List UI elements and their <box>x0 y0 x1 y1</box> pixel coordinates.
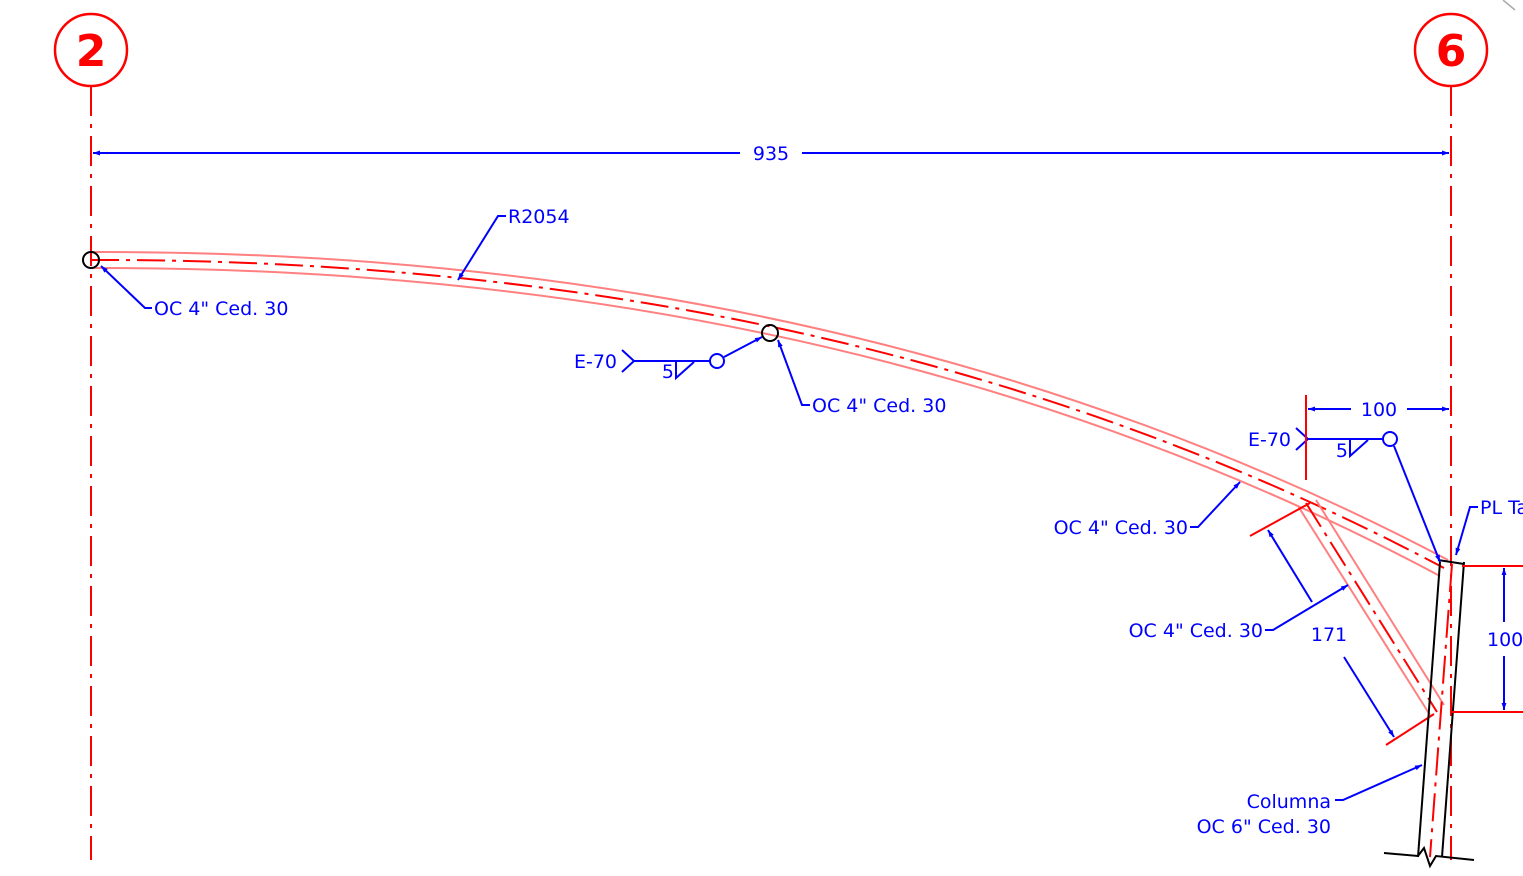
pipe-callout-left-text: OC 4" Ced. 30 <box>154 298 288 320</box>
fillet-weld-icon <box>1349 439 1369 459</box>
span-dimension-text: 935 <box>753 143 789 165</box>
column-callout-line1: Columna <box>1247 791 1331 813</box>
brace-length-dimension: 171 <box>1267 529 1395 738</box>
weld-symbol-2: E-70 5 <box>1248 427 1441 563</box>
radius-callout-text: R2054 <box>508 206 570 228</box>
vertical-dimension-text: 100 <box>1487 629 1523 651</box>
break-line-icon <box>1383 845 1475 869</box>
column-pipe <box>1383 559 1475 869</box>
weld-symbol-1: E-70 5 <box>574 336 763 383</box>
weld-2-size: 5 <box>1336 440 1348 462</box>
weld-all-around-icon <box>1382 431 1398 447</box>
joint-mid-icon <box>761 324 779 342</box>
column-callout-line2: OC 6" Ced. 30 <box>1197 816 1331 838</box>
offset-dimension: 100 <box>1305 395 1449 480</box>
brace-pipe <box>1249 499 1445 746</box>
pipe-callout-mid: OC 4" Ced. 30 <box>777 339 946 417</box>
weld-tail-icon <box>621 349 636 373</box>
radius-callout: R2054 <box>457 206 570 281</box>
span-dimension: 935 <box>93 143 1449 165</box>
brace-length-text: 171 <box>1311 624 1347 646</box>
plate-callout-text: PL Ta <box>1480 497 1523 519</box>
arched-pipe <box>90 250 1449 577</box>
pipe-callout-right: OC 4" Ced. 30 <box>1054 481 1241 539</box>
pipe-callout-right-text: OC 4" Ced. 30 <box>1054 517 1188 539</box>
weld-1-electrode: E-70 <box>574 351 617 373</box>
grid-axis-2: 2 <box>53 12 129 860</box>
brace-callout: OC 4" Ced. 30 <box>1129 584 1349 642</box>
offset-dimension-text: 100 <box>1361 399 1397 421</box>
column-callout: Columna OC 6" Ced. 30 <box>1197 764 1423 838</box>
fillet-weld-icon <box>675 361 695 381</box>
grid-axis-6: 6 <box>1413 12 1489 860</box>
brace-callout-text: OC 4" Ced. 30 <box>1129 620 1263 642</box>
weld-all-around-icon <box>709 353 725 369</box>
pipe-callout-mid-text: OC 4" Ced. 30 <box>812 395 946 417</box>
plate-callout: PL Ta <box>1455 497 1523 556</box>
corner-mark <box>1502 0 1516 11</box>
weld-1-size: 5 <box>662 361 674 383</box>
grid-label-right: 6 <box>1436 26 1467 77</box>
grid-label-left: 2 <box>76 26 107 77</box>
pipe-callout-left: OC 4" Ced. 30 <box>100 265 288 320</box>
joint-left-icon <box>82 251 100 269</box>
vertical-dimension: 100 <box>1452 565 1523 713</box>
weld-2-electrode: E-70 <box>1248 429 1291 451</box>
